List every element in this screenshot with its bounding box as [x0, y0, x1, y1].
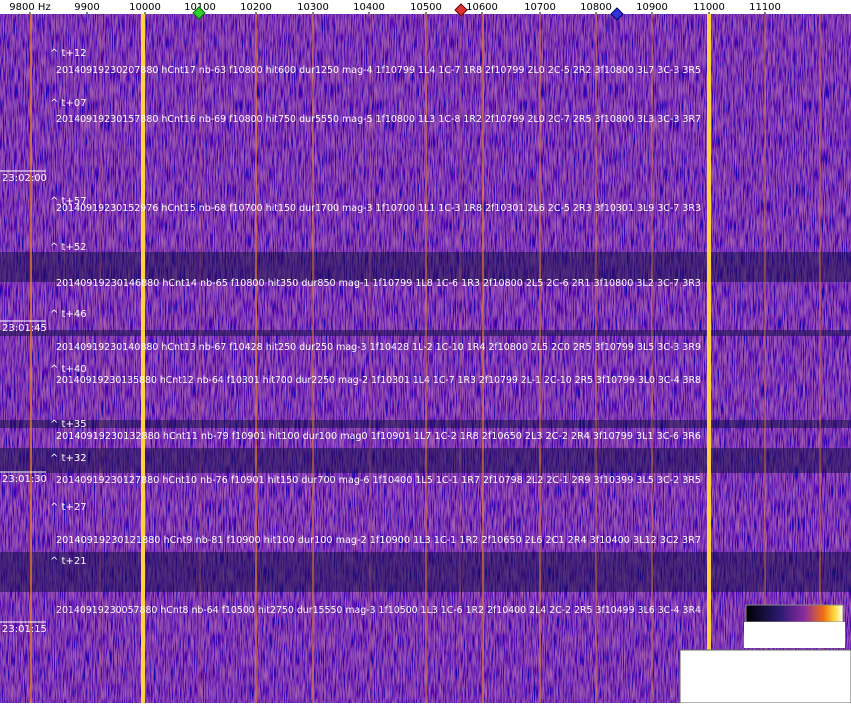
- carrier-line: [482, 14, 484, 703]
- event-text: 20140919230140880 hCnt13 nb-67 f10428 hi…: [56, 342, 701, 353]
- carrier-line: [539, 14, 541, 703]
- carrier-line: [651, 14, 653, 703]
- event-text: 20140919230132880 hCnt11 nb-79 f10901 hi…: [56, 431, 701, 442]
- event-text: 20140919230127880 hCnt10 nb-76 f10901 hi…: [56, 475, 701, 486]
- carrier-line: [255, 14, 257, 703]
- freq-label: 9800 Hz: [9, 2, 50, 13]
- carrier-line: [764, 14, 766, 703]
- carrier-line: [819, 14, 821, 703]
- marker-green: [192, 6, 206, 20]
- info-box: [679, 649, 851, 704]
- colorbar: [745, 604, 844, 623]
- event-marker: ^ t+12: [50, 48, 87, 59]
- event-marker: ^ t+32: [50, 453, 87, 464]
- freq-label: 10300: [297, 2, 329, 13]
- time-label: 23:01:30: [2, 474, 47, 485]
- carrier-line: [369, 14, 371, 703]
- carrier-line: [707, 14, 711, 703]
- event-marker: ^ t+40: [50, 364, 87, 375]
- carrier-line: [199, 14, 201, 703]
- colorbar-labels-bg: [744, 622, 845, 648]
- freq-label: 11000: [693, 2, 725, 13]
- event-text: 20140919230207880 hCnt17 nb-63 f10800 hi…: [56, 65, 701, 76]
- event-marker: ^ t+57: [50, 196, 87, 207]
- event-text: 20140919230135880 hCnt12 nb-64 f10301 hi…: [56, 375, 701, 386]
- marker-blue: [610, 7, 624, 21]
- event-marker: ^ t+27: [50, 502, 87, 513]
- freq-label: 10600: [466, 2, 498, 13]
- carrier-line: [459, 14, 461, 703]
- carrier-line: [141, 14, 145, 703]
- freq-label: 10800: [580, 2, 612, 13]
- freq-label: 10700: [524, 2, 556, 13]
- event-marker: ^ t+35: [50, 419, 87, 430]
- carrier-line: [595, 14, 597, 703]
- event-marker: ^ t+07: [50, 98, 87, 109]
- carrier-line: [30, 14, 32, 703]
- event-text: 20140919230152976 hCnt15 nb-68 f10700 hi…: [56, 203, 701, 214]
- event-text: 20140919230157880 hCnt16 nb-69 f10800 hi…: [56, 114, 701, 125]
- freq-label: 10200: [240, 2, 272, 13]
- event-text: 20140919230057880 hCnt8 nb-64 f10500 hit…: [56, 605, 701, 616]
- event-text: 20140919230146880 hCnt14 nb-65 f10800 hi…: [56, 278, 701, 289]
- carrier-line: [425, 14, 427, 703]
- event-text: 20140919230121880 hCnt9 nb-81 f10900 hit…: [56, 535, 701, 546]
- time-label: 23:02:00: [2, 173, 47, 184]
- carrier-line: [312, 14, 314, 703]
- freq-label: 10000: [129, 2, 161, 13]
- time-label: 23:01:45: [2, 323, 47, 334]
- event-marker: ^ t+21: [50, 556, 87, 567]
- marker-red: [454, 3, 468, 17]
- event-marker: ^ t+46: [50, 309, 87, 320]
- freq-label: 10500: [410, 2, 442, 13]
- event-marker: ^ t+52: [50, 242, 87, 253]
- axis-bar: [0, 0, 851, 14]
- freq-label: 10400: [353, 2, 385, 13]
- freq-label: 9900: [74, 2, 99, 13]
- carrier-line: [99, 14, 101, 703]
- freq-label: 10900: [636, 2, 668, 13]
- time-label: 23:01:15: [2, 624, 47, 635]
- freq-label: 11100: [749, 2, 781, 13]
